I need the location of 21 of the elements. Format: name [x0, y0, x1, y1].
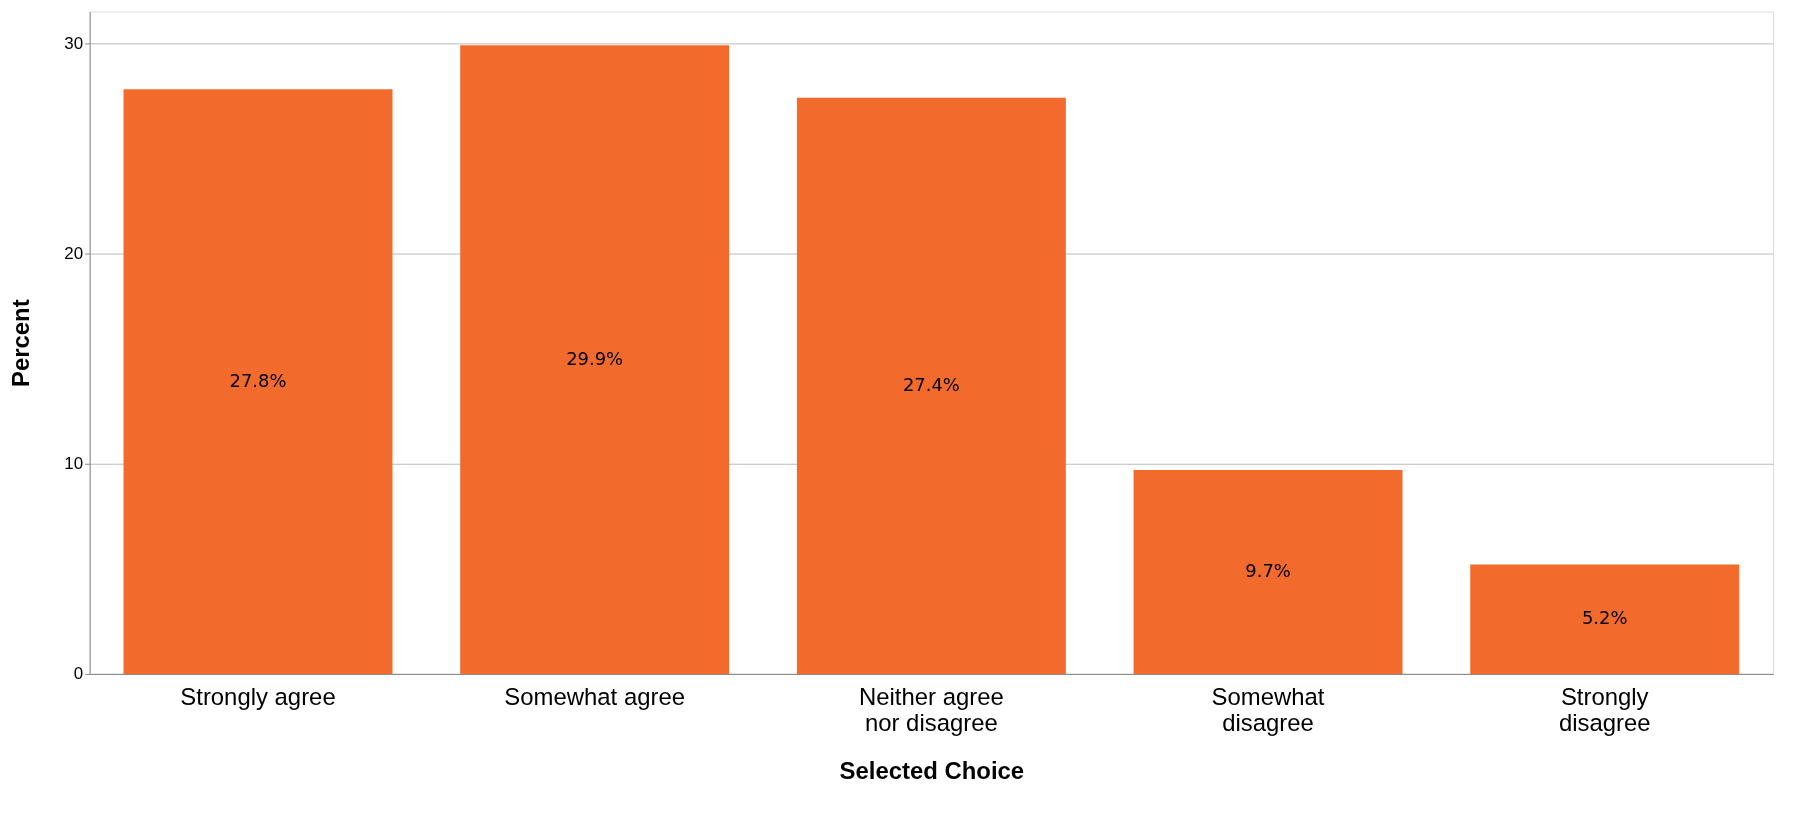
x-tick-label: Somewhat disagree	[1211, 683, 1325, 737]
data-label: 27.4%	[902, 373, 960, 395]
bar	[1133, 469, 1403, 674]
y-tick-label: 10	[64, 454, 84, 474]
y-tick-label: 0	[73, 664, 84, 684]
y-axis-title: Percent	[7, 299, 35, 388]
bar	[123, 89, 393, 674]
bar	[1470, 564, 1740, 674]
x-tick-label: Strongly disagree	[1558, 683, 1651, 737]
data-label: 9.7%	[1245, 559, 1291, 581]
x-tick-label: Somewhat agree	[504, 683, 685, 711]
data-label: 29.9%	[566, 347, 624, 369]
data-label: 27.8%	[229, 369, 287, 391]
x-tick-label: Strongly agree	[180, 683, 336, 711]
bar	[460, 45, 730, 674]
x-axis-title: Selected Choice	[839, 757, 1025, 785]
y-tick-label: 20	[64, 243, 84, 263]
data-label: 5.2%	[1581, 607, 1628, 629]
bar	[796, 97, 1066, 674]
y-tick-label: 30	[64, 33, 84, 53]
x-tick-label: Neither agree nor disagree	[858, 683, 1004, 737]
